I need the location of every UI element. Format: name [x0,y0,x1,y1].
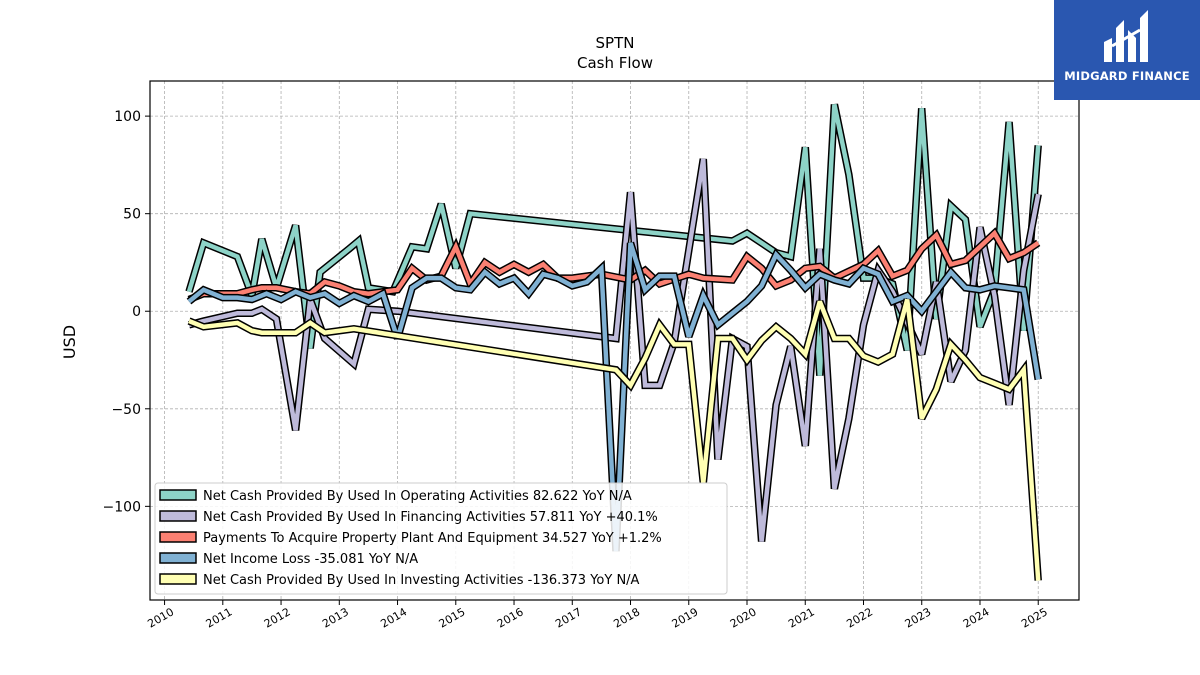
legend-label-1: Net Cash Provided By Used In Operating A… [203,489,632,504]
legend-label-5: Net Cash Provided By Used In Investing A… [203,573,640,588]
legend: Net Cash Provided By Used In Operating A… [154,482,728,595]
y-tick-label: 50 [123,207,141,223]
x-tick-label: 2011 [204,605,235,630]
y-axis-ticks: 100 50 0 −50 −100 [103,109,150,515]
x-tick-label: 2024 [961,605,992,630]
x-tick-label: 2012 [262,605,293,630]
legend-swatch-3 [159,531,197,543]
legend-label-3: Payments To Acquire Property Plant And E… [203,531,662,546]
chart-title: SPTN [596,34,635,52]
series-line-5 [188,298,1041,581]
x-tick-label: 2020 [728,605,759,630]
legend-box [154,482,728,595]
series-line-1 [186,103,1041,376]
x-axis-ticks: 2010 2011 2012 2013 2014 2015 2016 2017 2018 2019… [145,600,1050,631]
legend-label-4: Net Income Loss -35.081 YoY N/A [203,552,418,567]
x-tick-label: 2013 [320,605,351,630]
x-tick-label: 2017 [553,605,584,630]
y-tick-label: −50 [111,402,141,418]
x-tick-label: 2010 [145,605,176,630]
logo-text: MIDGARD FINANCE [1064,69,1190,83]
legend-swatch-2 [159,510,197,522]
x-tick-label: 2016 [495,605,526,630]
legend-swatch-5 [159,573,197,585]
x-tick-label: 2023 [903,605,934,630]
chart-subtitle: Cash Flow [577,54,653,72]
legend-swatch-4 [159,552,197,564]
y-tick-label: 100 [114,109,141,125]
series-line-2 [188,158,1041,542]
midgard-logo-icon [1104,10,1148,62]
y-tick-label: 0 [132,304,141,320]
midgard-finance-logo: MIDGARD FINANCE [1054,0,1200,100]
y-tick-label: −100 [103,499,141,515]
legend-label-2: Net Cash Provided By Used In Financing A… [203,510,658,525]
x-tick-label: 2021 [786,605,817,630]
plot-frame [149,80,1080,601]
x-tick-label: 2015 [437,605,468,630]
x-tick-label: 2025 [1019,605,1050,630]
y-axis-label: USD [60,325,79,359]
x-tick-label: 2014 [378,605,409,630]
x-tick-label: 2022 [844,605,875,630]
x-tick-label: 2019 [670,605,701,630]
x-tick-label: 2018 [611,605,642,630]
legend-swatch-1 [159,489,197,501]
